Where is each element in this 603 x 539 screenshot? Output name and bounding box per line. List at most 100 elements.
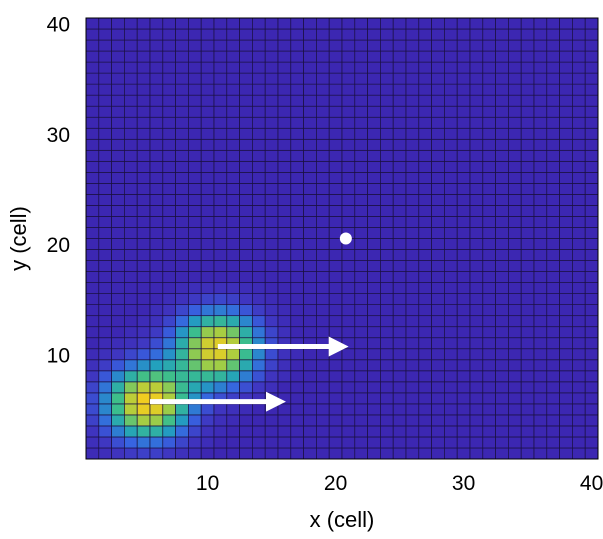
heatmap-cell: [111, 271, 125, 283]
heatmap-cell: [354, 116, 368, 129]
heatmap-cell: [111, 160, 125, 173]
heatmap-cell: [124, 61, 138, 74]
heatmap-cell: [124, 183, 138, 195]
heatmap-cell: [520, 149, 535, 162]
heatmap-cell: [328, 348, 343, 361]
heatmap-cell: [226, 282, 240, 294]
heatmap-cell: [252, 149, 266, 162]
heatmap-cell: [559, 116, 573, 129]
heatmap-cell: [239, 304, 253, 317]
heatmap-cell: [354, 94, 368, 107]
heatmap-cell: [111, 282, 125, 294]
heatmap-cell: [264, 403, 279, 416]
heatmap-cell: [252, 61, 266, 74]
heatmap-cell: [495, 94, 509, 107]
heatmap-cell: [111, 61, 125, 74]
heatmap-cell: [136, 425, 151, 438]
heatmap-cell: [252, 17, 266, 30]
heatmap-cell: [456, 183, 471, 195]
heatmap-cell: [354, 348, 368, 361]
heatmap-cell: [392, 326, 407, 339]
heatmap-cell: [188, 359, 202, 372]
heatmap-cell: [85, 172, 100, 184]
heatmap-cell: [162, 271, 176, 283]
heatmap-cell: [200, 116, 215, 129]
heatmap-cell: [367, 238, 381, 250]
heatmap-cell: [392, 414, 407, 427]
heatmap-cell: [264, 61, 279, 74]
heatmap-cell: [495, 61, 509, 74]
heatmap-cell: [226, 61, 240, 74]
heatmap-cell: [469, 414, 484, 427]
heatmap-cell: [290, 447, 304, 460]
heatmap-cell: [405, 39, 420, 52]
heatmap-cell: [380, 348, 394, 361]
heatmap-cell: [226, 216, 240, 228]
heatmap-cell: [495, 160, 509, 173]
heatmap-cell: [316, 94, 330, 107]
heatmap-cell: [98, 293, 112, 305]
heatmap-cell: [175, 403, 189, 416]
heatmap-cell: [520, 337, 535, 350]
heatmap-cell: [200, 304, 215, 317]
heatmap-cell: [533, 436, 548, 449]
heatmap-cell: [290, 116, 304, 129]
heatmap-cell: [431, 194, 445, 206]
heatmap-cell: [264, 17, 279, 30]
heatmap-cell: [200, 138, 215, 151]
heatmap-cell: [533, 160, 548, 173]
heatmap-cell: [124, 337, 138, 350]
heatmap-cell: [162, 183, 176, 195]
heatmap-cell: [354, 238, 368, 250]
heatmap-cell: [584, 447, 599, 460]
heatmap-cell: [136, 138, 151, 151]
heatmap-cell: [572, 271, 586, 283]
heatmap-cell: [482, 17, 496, 30]
heatmap-cell: [533, 183, 548, 195]
heatmap-cell: [111, 127, 125, 140]
heatmap-cell: [456, 28, 471, 41]
heatmap-cell: [469, 17, 484, 30]
heatmap-cell: [239, 370, 253, 383]
heatmap-cell: [456, 293, 471, 305]
heatmap-cell: [508, 392, 522, 405]
heatmap-cell: [303, 28, 317, 41]
heatmap-cell: [303, 127, 317, 140]
heatmap-cell: [264, 183, 279, 195]
heatmap-cell: [277, 28, 292, 41]
heatmap-cell: [188, 83, 202, 96]
heatmap-cell: [162, 127, 176, 140]
heatmap-cell: [213, 17, 228, 30]
heatmap-cell: [354, 414, 368, 427]
heatmap-cell: [495, 205, 509, 217]
heatmap-cell: [200, 83, 215, 96]
heatmap-cell: [572, 28, 586, 41]
heatmap-cell: [495, 403, 509, 416]
heatmap-cell: [380, 381, 394, 394]
heatmap-cell: [572, 348, 586, 361]
heatmap-cell: [226, 348, 240, 361]
heatmap-cell: [469, 293, 484, 305]
heatmap-cell: [252, 183, 266, 195]
heatmap-cell: [239, 260, 253, 272]
heatmap-cell: [239, 381, 253, 394]
heatmap-cell: [341, 304, 356, 317]
heatmap-cell: [572, 116, 586, 129]
heatmap-cell: [495, 326, 509, 339]
heatmap-cell: [405, 116, 420, 129]
heatmap-cell: [175, 17, 189, 30]
heatmap-cell: [584, 61, 599, 74]
heatmap-cell: [239, 348, 253, 361]
heatmap-cell: [508, 414, 522, 427]
heatmap-cell: [546, 271, 560, 283]
heatmap-cell: [226, 105, 240, 118]
heatmap-cell: [392, 315, 407, 328]
heatmap-cell: [392, 116, 407, 129]
heatmap-cell: [162, 149, 176, 162]
heatmap-cell: [277, 105, 292, 118]
heatmap-cell: [200, 282, 215, 294]
heatmap-cell: [85, 138, 100, 151]
heatmap-cell: [175, 205, 189, 217]
heatmap-cell: [149, 403, 164, 416]
heatmap-cell: [226, 293, 240, 305]
